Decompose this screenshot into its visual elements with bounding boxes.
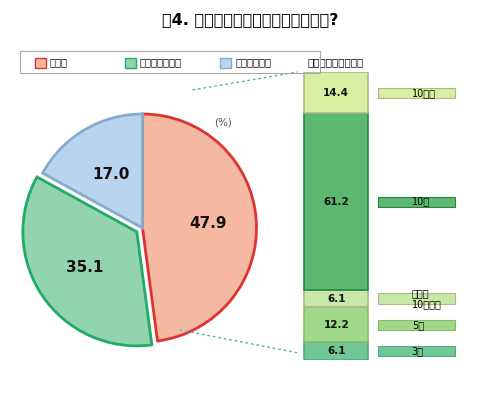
Text: 10年超: 10年超: [412, 88, 436, 98]
Text: 12.2: 12.2: [324, 320, 349, 330]
Text: 5年: 5年: [412, 320, 424, 330]
Text: 6.1: 6.1: [327, 294, 345, 304]
Wedge shape: [142, 114, 256, 341]
Bar: [304, 72, 368, 114]
FancyBboxPatch shape: [378, 196, 454, 207]
Bar: [304, 290, 368, 307]
FancyBboxPatch shape: [378, 346, 454, 356]
Text: 10年: 10年: [412, 196, 430, 206]
Bar: [304, 114, 368, 290]
Text: 47.9: 47.9: [190, 216, 227, 231]
Text: (%): (%): [214, 118, 232, 127]
Text: 6.1: 6.1: [327, 346, 345, 356]
Text: 61.2: 61.2: [324, 196, 349, 206]
Text: 変動型: 変動型: [50, 57, 68, 67]
Text: 全期間固定型: 全期間固定型: [235, 57, 271, 67]
FancyBboxPatch shape: [378, 294, 454, 304]
Text: その他
10年未満: その他 10年未満: [412, 288, 442, 309]
Text: 3年: 3年: [412, 346, 424, 356]
Text: 14.4: 14.4: [323, 88, 349, 98]
Text: 固定期間選択型: 固定期間選択型: [140, 57, 182, 67]
Bar: [304, 342, 368, 360]
Bar: [304, 307, 368, 342]
Text: 17.0: 17.0: [92, 166, 130, 182]
Wedge shape: [42, 114, 142, 228]
FancyBboxPatch shape: [378, 88, 454, 98]
Text: 図4. どの金利タイプが選ばれている?: 図4. どの金利タイプが選ばれている?: [162, 12, 338, 27]
Text: 【固定期間の違い】: 【固定期間の違い】: [308, 57, 364, 67]
FancyBboxPatch shape: [378, 320, 454, 330]
Wedge shape: [23, 177, 152, 346]
Text: 35.1: 35.1: [66, 260, 104, 275]
